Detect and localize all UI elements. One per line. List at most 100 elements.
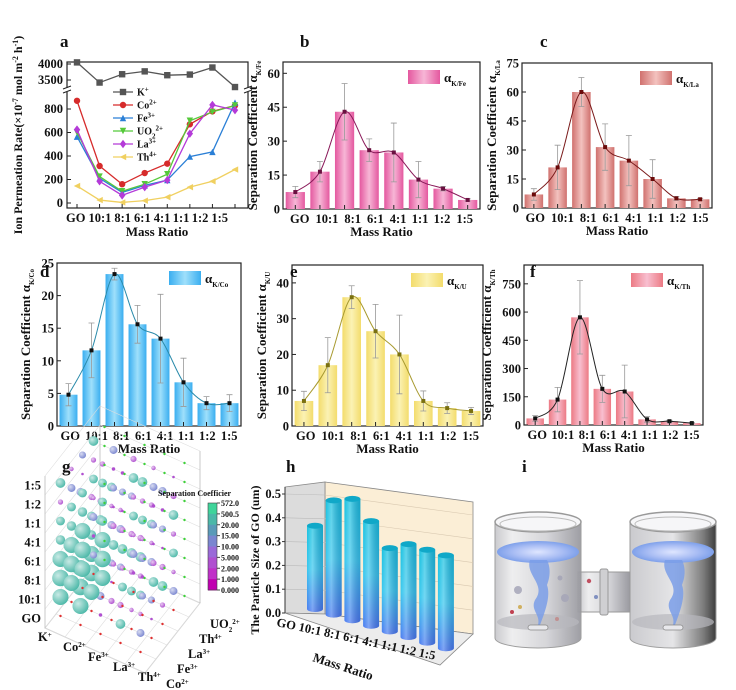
legend-swatch bbox=[169, 271, 201, 285]
data-point bbox=[209, 64, 216, 71]
bubble-highlight bbox=[138, 515, 147, 525]
y-tick-label: UO22+ bbox=[210, 617, 240, 634]
y-tick-label: 75 bbox=[507, 57, 520, 71]
data-point bbox=[209, 178, 216, 185]
y-title-part: -1 bbox=[11, 40, 20, 47]
grid-line bbox=[124, 593, 181, 665]
bubble bbox=[81, 586, 84, 590]
data-point bbox=[73, 133, 81, 140]
y-title-part: -7 bbox=[11, 98, 20, 105]
y-tick-label: 30 bbox=[268, 135, 281, 149]
data-point bbox=[141, 182, 148, 192]
bubble bbox=[143, 519, 146, 523]
x-tick-label: 10:1 bbox=[551, 428, 574, 442]
panel-letter: h bbox=[286, 457, 296, 476]
colorbar-segment bbox=[208, 579, 217, 591]
bubble-highlight bbox=[83, 584, 100, 600]
x-tick-label: 6:1 bbox=[367, 212, 384, 226]
x-tick-label: 8:1 bbox=[350, 429, 367, 443]
data-point bbox=[96, 162, 103, 170]
bar bbox=[285, 192, 305, 209]
grid-line bbox=[64, 566, 121, 638]
bubble-highlight bbox=[129, 550, 138, 558]
y-tick-label: 45 bbox=[268, 101, 281, 115]
z-tick-label: GO bbox=[22, 612, 42, 626]
data-point bbox=[342, 109, 347, 114]
bubble bbox=[99, 632, 102, 636]
bubble bbox=[103, 501, 106, 505]
ion-particle bbox=[561, 594, 569, 602]
bubble bbox=[183, 575, 186, 579]
data-point bbox=[445, 406, 450, 411]
cylinder-top bbox=[437, 552, 454, 559]
cylinder-shade bbox=[344, 498, 361, 624]
bubble-highlight bbox=[168, 510, 179, 520]
x-tick-label: 8:1 bbox=[580, 211, 597, 225]
bubble bbox=[163, 452, 166, 456]
bubble bbox=[163, 528, 166, 532]
x-tick-label: GO bbox=[60, 429, 80, 443]
x-tick-label: Fe3+ bbox=[88, 650, 109, 664]
legend-sub: K/Fe bbox=[451, 80, 466, 88]
plot-frame bbox=[282, 61, 481, 210]
cylinder-top bbox=[381, 545, 398, 552]
ion: K bbox=[38, 630, 48, 644]
panel-letter: g bbox=[62, 457, 71, 476]
bar bbox=[359, 150, 379, 209]
stir-bar bbox=[527, 624, 549, 631]
panel-letter: i bbox=[522, 457, 527, 476]
y-axis-title: Separation Coefficient αK/Co bbox=[18, 268, 36, 420]
bar bbox=[105, 274, 124, 426]
bubble bbox=[161, 546, 164, 550]
ion-particle bbox=[557, 575, 563, 581]
vortex-funnel bbox=[664, 560, 685, 625]
y-tick-label: 15 bbox=[268, 169, 281, 183]
bubble-highlight bbox=[138, 554, 147, 562]
cylinder-bar bbox=[363, 518, 380, 629]
ion-charge: 3+ bbox=[101, 651, 109, 659]
bubble bbox=[163, 566, 166, 570]
bubble-highlight bbox=[169, 587, 178, 595]
bubble bbox=[103, 539, 106, 543]
cylinder-top bbox=[363, 518, 380, 525]
colorbar-tick-label: 20.00 bbox=[221, 521, 239, 530]
bubble bbox=[98, 613, 103, 617]
legend-sub: K/Co bbox=[212, 281, 228, 289]
series-line bbox=[76, 104, 236, 192]
data-point bbox=[135, 322, 140, 327]
data-point bbox=[164, 72, 171, 79]
x-tick-label: 6:1 bbox=[603, 211, 620, 225]
colorbar-title: Separation Coefficier bbox=[158, 489, 232, 498]
bubble-highlight bbox=[157, 581, 168, 591]
data-point bbox=[119, 139, 127, 149]
y-tick-label: 0 bbox=[283, 420, 289, 434]
data-point bbox=[579, 90, 584, 94]
y-tick-label: 4000 bbox=[38, 57, 63, 71]
bubble bbox=[141, 613, 144, 617]
data-point bbox=[600, 386, 605, 391]
cylinder-top bbox=[325, 497, 342, 504]
x-tick-label: 1:5 bbox=[692, 211, 709, 225]
y-tick-label: 15 bbox=[42, 322, 55, 336]
x-tick-label: 1:2 bbox=[440, 429, 457, 443]
bubble bbox=[183, 480, 186, 484]
cylinder-shade bbox=[381, 548, 398, 635]
z-tick-label: 1:2 bbox=[24, 498, 41, 512]
data-point bbox=[186, 117, 194, 124]
data-point bbox=[349, 295, 354, 300]
legend-label: αK/La bbox=[676, 71, 699, 89]
axis-break-mark bbox=[243, 85, 253, 94]
x-tick-label: 4:1 bbox=[621, 428, 637, 442]
water-vortex-surface bbox=[497, 541, 579, 563]
x-tick-label: 1:1 bbox=[647, 211, 663, 225]
data-point bbox=[317, 169, 322, 174]
bubble bbox=[121, 604, 124, 608]
beaker-rim-inner bbox=[634, 516, 712, 532]
bubble bbox=[103, 444, 106, 448]
bar bbox=[366, 331, 385, 426]
grid-line bbox=[144, 602, 201, 674]
ion-charge: 3+ bbox=[190, 663, 198, 671]
ion: Co bbox=[166, 677, 181, 690]
data-point bbox=[231, 83, 239, 91]
